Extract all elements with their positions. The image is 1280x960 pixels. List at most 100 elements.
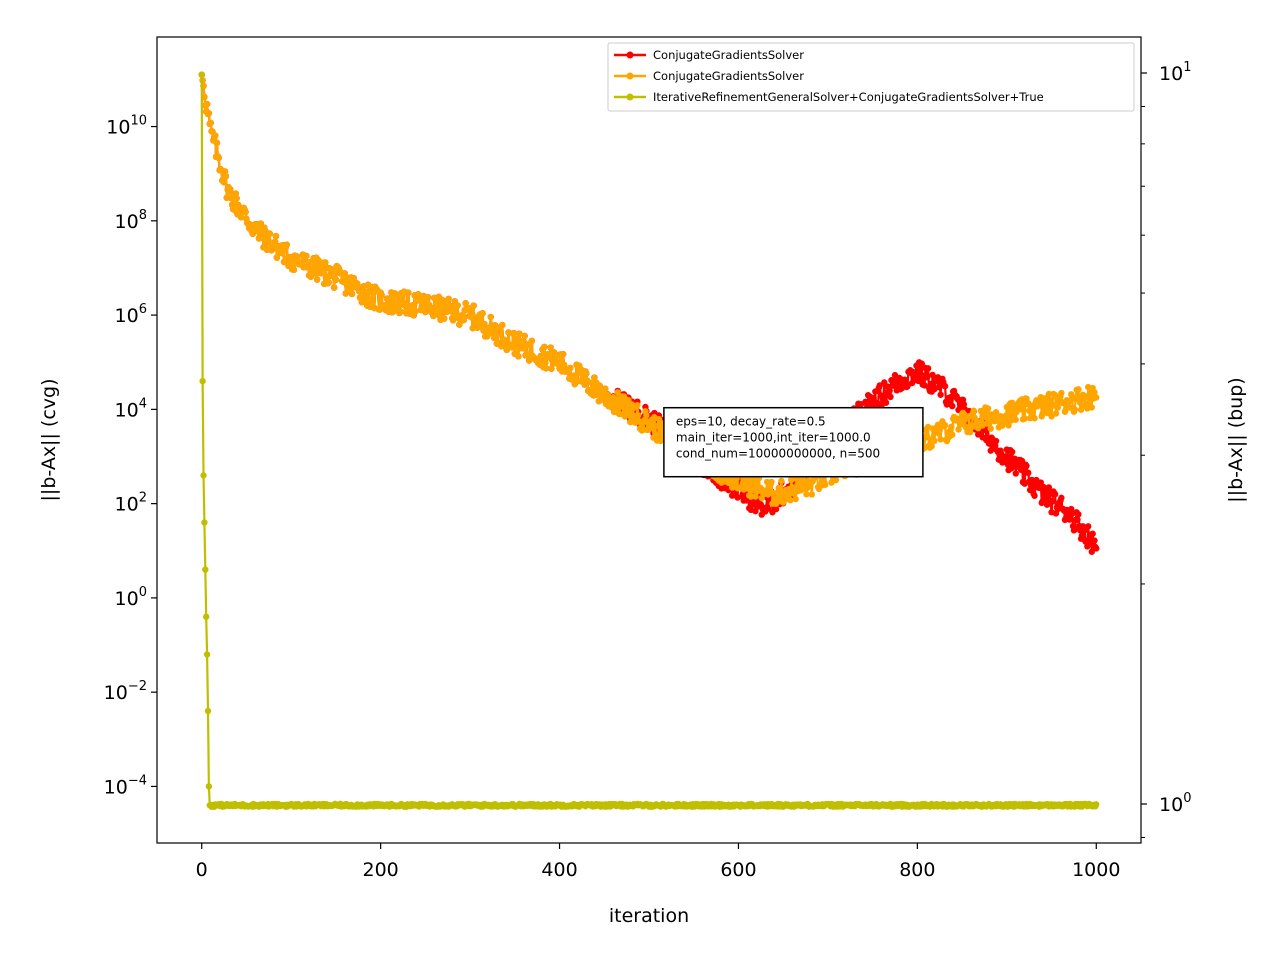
data-point: [542, 359, 549, 366]
data-point: [350, 275, 357, 282]
data-point: [1023, 462, 1030, 470]
y-left-tick-label: 100: [115, 585, 147, 610]
data-point: [203, 613, 210, 620]
data-point: [567, 364, 574, 372]
data-point: [348, 290, 356, 298]
data-point: [787, 497, 794, 504]
data-point: [480, 327, 487, 334]
data-point: [392, 300, 400, 307]
data-point: [1035, 401, 1043, 408]
data-point: [515, 353, 522, 360]
legend-entry: ConjugateGradientsSolver: [614, 48, 804, 62]
x-tick-label: 400: [541, 859, 577, 881]
data-point: [981, 412, 988, 419]
data-point: [652, 431, 660, 439]
data-point: [468, 314, 476, 321]
data-point: [424, 293, 432, 301]
data-point: [221, 168, 229, 175]
data-point: [924, 365, 932, 372]
data-point: [202, 566, 209, 573]
data-point: [635, 412, 642, 419]
data-point: [1008, 448, 1016, 456]
data-point: [200, 472, 207, 479]
data-point: [886, 387, 893, 394]
data-point: [588, 379, 595, 387]
data-point: [948, 423, 955, 431]
data-point: [454, 302, 461, 309]
data-point: [491, 334, 498, 342]
data-point: [405, 289, 412, 296]
data-point: [1051, 490, 1059, 498]
data-point: [778, 477, 785, 485]
data-point: [1093, 545, 1100, 552]
data-point: [332, 276, 340, 283]
legend-marker: [626, 51, 634, 59]
data-point: [397, 308, 404, 315]
data-point: [936, 426, 943, 434]
y-left-tick-label: 108: [115, 208, 147, 233]
annotation-box: eps=10, decay_rate=0.5 main_iter=1000,int…: [663, 406, 924, 478]
data-point: [232, 190, 239, 197]
data-point: [775, 484, 782, 492]
data-point: [1066, 516, 1073, 523]
data-point: [1091, 389, 1098, 396]
data-point: [541, 343, 548, 351]
data-point: [528, 337, 536, 345]
data-point: [949, 431, 956, 438]
data-point: [1002, 412, 1010, 419]
data-point: [1081, 392, 1088, 400]
y-right-tick-label: 101: [1159, 60, 1191, 85]
x-axis-label: iteration: [609, 905, 689, 927]
data-point: [931, 437, 938, 445]
data-point: [1093, 394, 1100, 401]
legend-marker: [626, 93, 634, 101]
series-3: [198, 71, 1100, 810]
data-point: [307, 273, 315, 280]
data-point: [614, 389, 621, 396]
data-point: [1021, 415, 1028, 422]
data-point: [325, 279, 332, 286]
data-point: [1088, 548, 1096, 555]
data-point: [1029, 406, 1036, 414]
annotation-line: main_iter=1000,int_iter=1000.0: [676, 431, 871, 445]
y-axis-left: 10−4 10−2 100 102 104 106 108 1010: [104, 114, 157, 798]
data-point: [559, 350, 567, 358]
data-point: [283, 241, 290, 248]
data-point: [222, 172, 230, 180]
data-point: [547, 344, 554, 351]
legend-label: ConjugateGradientsSolver: [653, 48, 804, 62]
data-point: [203, 100, 211, 108]
data-point: [205, 783, 213, 790]
data-point: [987, 425, 994, 432]
y-left-tick-label: 102: [115, 491, 147, 516]
data-point: [499, 321, 506, 329]
data-point: [992, 437, 1000, 445]
data-point: [303, 252, 310, 260]
legend-entry: IterativeRefinementGeneralSolver+Conjuga…: [614, 90, 1044, 104]
x-tick-label: 200: [363, 859, 399, 881]
data-point: [985, 420, 993, 427]
data-point: [1052, 410, 1060, 417]
data-point: [937, 391, 944, 398]
y-axis-right: 100 101: [1141, 60, 1191, 838]
legend-entry: ConjugateGradientsSolver: [614, 69, 804, 83]
data-point: [949, 402, 956, 410]
y-axis-right-label: ||b-Ax|| (bup): [1225, 377, 1247, 502]
data-point: [788, 476, 795, 484]
data-point: [479, 310, 486, 317]
data-point: [924, 374, 931, 381]
data-point: [862, 398, 869, 405]
data-point: [1012, 470, 1019, 477]
data-point: [207, 119, 214, 127]
data-point: [955, 426, 962, 433]
data-point: [514, 346, 521, 353]
data-point: [634, 401, 641, 409]
data-point: [747, 493, 755, 500]
data-point: [204, 707, 212, 715]
data-point: [570, 372, 578, 379]
data-point: [961, 416, 968, 424]
data-point: [257, 220, 264, 227]
data-point: [618, 403, 625, 410]
data-point: [941, 382, 949, 390]
